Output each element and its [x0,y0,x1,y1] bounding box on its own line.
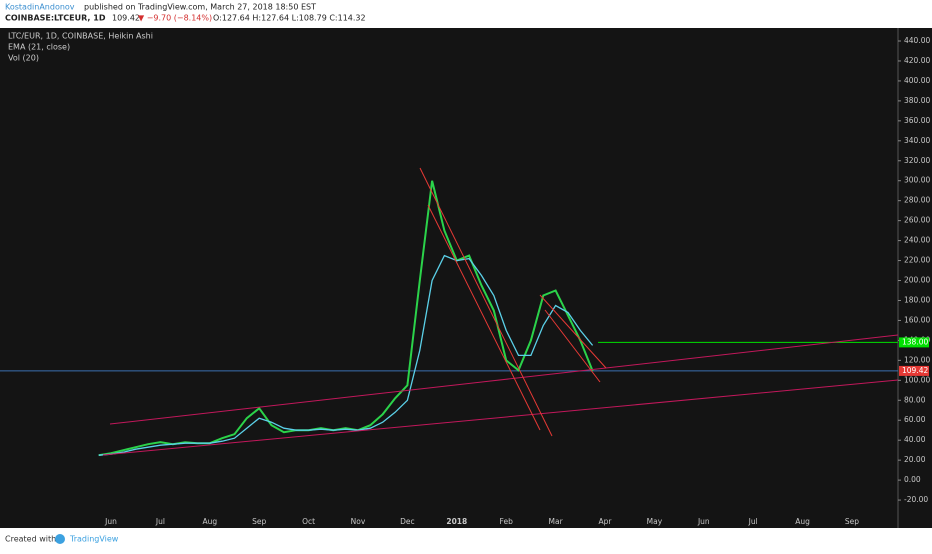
y-tick-label: 360.00 [904,116,930,125]
trendline [427,204,541,431]
x-tick-label: Jun [697,517,710,526]
y-tick-label: 320.00 [904,156,930,165]
trendlines [102,167,899,456]
x-tick-label: 2018 [446,517,467,526]
x-tick-label: May [647,517,663,526]
x-tick-label: Dec [400,517,415,526]
y-tick-label: 0.00 [904,475,921,484]
x-tick-label: Nov [351,517,366,526]
x-tick-label: Jul [748,517,758,526]
change: ▼ −9.70 (−8.14%) [138,14,212,23]
y-tick-label: -20.00 [904,495,928,504]
y-tick-label: 60.00 [904,415,926,424]
y-tick-label: 420.00 [904,56,930,65]
y-tick-label: 340.00 [904,136,930,145]
y-tick-label: 20.00 [904,455,926,464]
trendline [544,309,601,383]
last-price: 109.42 [112,14,140,23]
y-tick-label: 100.00 [904,375,930,384]
price-tag-label: 138.00 [902,337,928,346]
x-tick-label: Apr [599,517,613,526]
y-tick-label: 120.00 [904,355,930,364]
x-tick-label: Oct [302,517,315,526]
y-tick-label: 80.00 [904,395,926,404]
y-tick-label: 300.00 [904,176,930,185]
y-tick-label: 400.00 [904,76,930,85]
trendline [102,379,899,456]
y-tick-label: 40.00 [904,435,926,444]
chart-area [0,28,932,528]
y-tick-label: 440.00 [904,36,930,45]
y-tick-label: 240.00 [904,236,930,245]
footer-created: Created with [5,535,56,544]
price-line-series [98,180,594,457]
price-tag [899,337,929,348]
published: published on TradingView.com, March 27, … [84,3,316,12]
x-tick-label: Sep [845,517,859,526]
price-tag-label: 109.42 [902,366,928,375]
price-tag [899,365,929,376]
x-tick-label: Feb [500,517,514,526]
legend-ema: EMA (21, close) [8,43,70,52]
ohlc: O:127.64 H:127.64 L:108.79 C:114.32 [213,14,366,23]
y-tick-label: 220.00 [904,256,930,265]
logo [55,534,65,544]
y-tick-label: 180.00 [904,295,930,304]
symbol: COINBASE:LTCEUR, 1D [5,14,106,23]
x-tick-label: Mar [549,517,564,526]
y-tick-label: 160.00 [904,315,930,324]
footer-brand[interactable]: TradingView [69,535,119,544]
y-tick-label: 280.00 [904,196,930,205]
x-tick-label: Jul [155,517,165,526]
header-bar [0,0,932,28]
trendline [539,294,607,369]
x-tick-label: Aug [202,517,217,526]
x-tick-label: Jun [104,517,117,526]
legend-volume: Vol (20) [8,54,39,63]
trendline [419,167,553,437]
y-tick-label: 200.00 [904,276,930,285]
x-tick-label: Aug [795,517,810,526]
ema-line [98,254,594,456]
footer [0,528,932,550]
y-tick-label: 380.00 [904,96,930,105]
author[interactable]: KostadinAndonov [5,3,75,12]
legend-price: LTC/EUR, 1D, COINBASE, Heikin Ashi [8,32,153,41]
trendline [109,334,899,425]
x-tick-label: Sep [252,517,266,526]
y-tick-label: 260.00 [904,216,930,225]
